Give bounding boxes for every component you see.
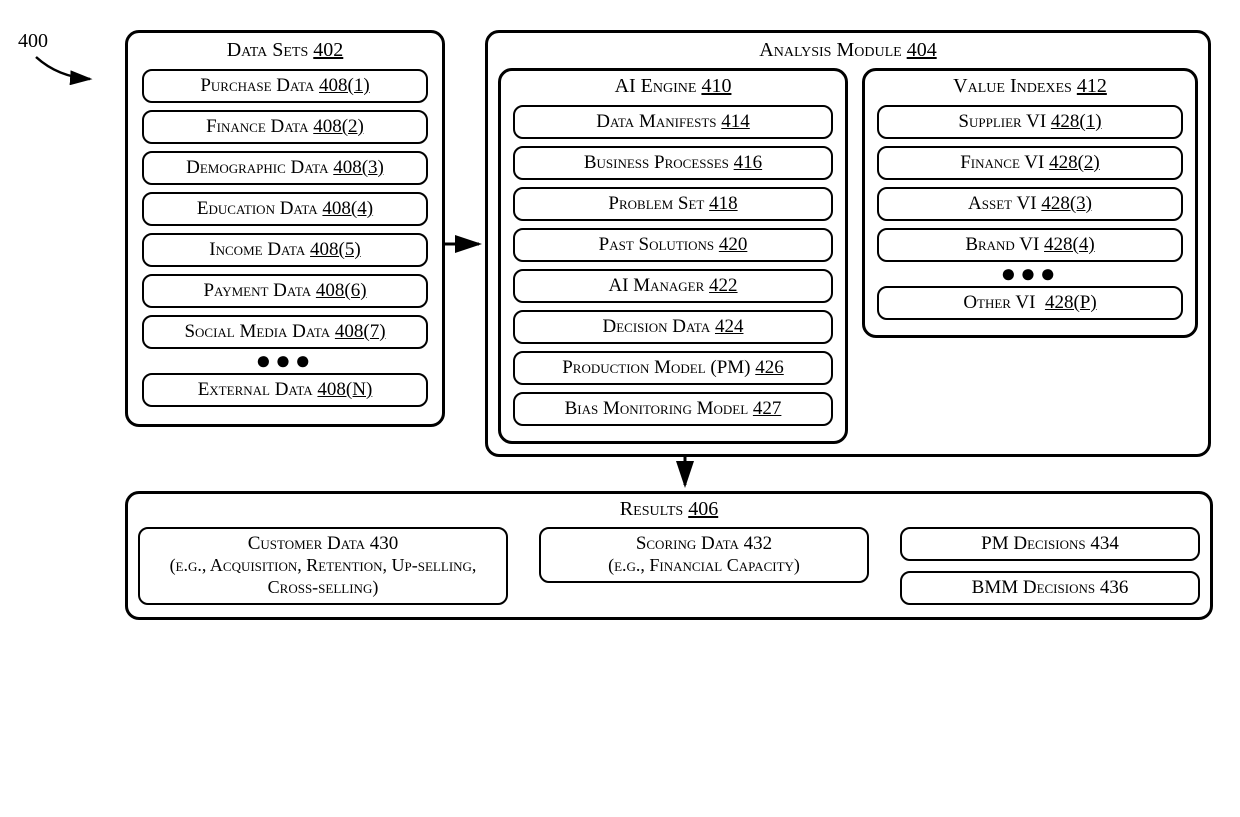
customer-data-box: Customer Data 430 (e.g., Acquisition, Re… bbox=[138, 527, 508, 605]
datasets-item: Demographic Data 408(3) bbox=[142, 151, 428, 185]
results-title: Results 406 bbox=[138, 498, 1200, 521]
ellipsis-icon: ●●● bbox=[138, 356, 432, 366]
value-index-item: Supplier VI 428(1) bbox=[877, 105, 1183, 139]
analysis-panel: Analysis Module 404 AI Engine 410 Data M… bbox=[485, 30, 1211, 457]
ai-engine-item: Decision Data 424 bbox=[513, 310, 833, 344]
ai-engine-item: Past Solutions 420 bbox=[513, 228, 833, 262]
ellipsis-icon: ●●● bbox=[873, 269, 1187, 279]
arrow-right bbox=[445, 232, 485, 256]
ai-engine-panel: AI Engine 410 Data Manifests 414 Business… bbox=[498, 68, 848, 444]
ai-engine-item: AI Manager 422 bbox=[513, 269, 833, 303]
datasets-panel: Data Sets 402 Purchase Data 408(1) Financ… bbox=[125, 30, 445, 427]
scoring-data-box: Scoring Data 432 (e.g., Financial Capaci… bbox=[539, 527, 869, 583]
pm-decisions-box: PM Decisions 434 bbox=[900, 527, 1200, 561]
value-indexes-title: Value Indexes 412 bbox=[873, 75, 1187, 98]
analysis-title: Analysis Module 404 bbox=[498, 39, 1198, 62]
bmm-decisions-box: BMM Decisions 436 bbox=[900, 571, 1200, 605]
datasets-item: Payment Data 408(6) bbox=[142, 274, 428, 308]
arrow-down bbox=[665, 457, 705, 491]
ai-engine-item: Production Model (PM) 426 bbox=[513, 351, 833, 385]
datasets-trailer: External Data 408(N) bbox=[142, 373, 428, 407]
value-index-item: Brand VI 428(4) bbox=[877, 228, 1183, 262]
figure-label: 400 bbox=[18, 30, 100, 85]
datasets-item: Social Media Data 408(7) bbox=[142, 315, 428, 349]
datasets-title: Data Sets 402 bbox=[138, 39, 432, 62]
ai-engine-item: Bias Monitoring Model 427 bbox=[513, 392, 833, 426]
value-index-item: Asset VI 428(3) bbox=[877, 187, 1183, 221]
ai-engine-title: AI Engine 410 bbox=[509, 75, 837, 98]
datasets-item: Purchase Data 408(1) bbox=[142, 69, 428, 103]
datasets-item: Education Data 408(4) bbox=[142, 192, 428, 226]
value-indexes-panel: Value Indexes 412 Supplier VI 428(1) Fina… bbox=[862, 68, 1198, 338]
figure-arrow bbox=[30, 55, 100, 85]
ai-engine-item: Data Manifests 414 bbox=[513, 105, 833, 139]
datasets-item: Income Data 408(5) bbox=[142, 233, 428, 267]
results-panel: Results 406 Customer Data 430 (e.g., Acq… bbox=[125, 491, 1213, 620]
vi-trailer: Other VI 428(P) bbox=[877, 286, 1183, 320]
ai-engine-item: Problem Set 418 bbox=[513, 187, 833, 221]
ai-engine-item: Business Processes 416 bbox=[513, 146, 833, 180]
datasets-item: Finance Data 408(2) bbox=[142, 110, 428, 144]
value-index-item: Finance VI 428(2) bbox=[877, 146, 1183, 180]
